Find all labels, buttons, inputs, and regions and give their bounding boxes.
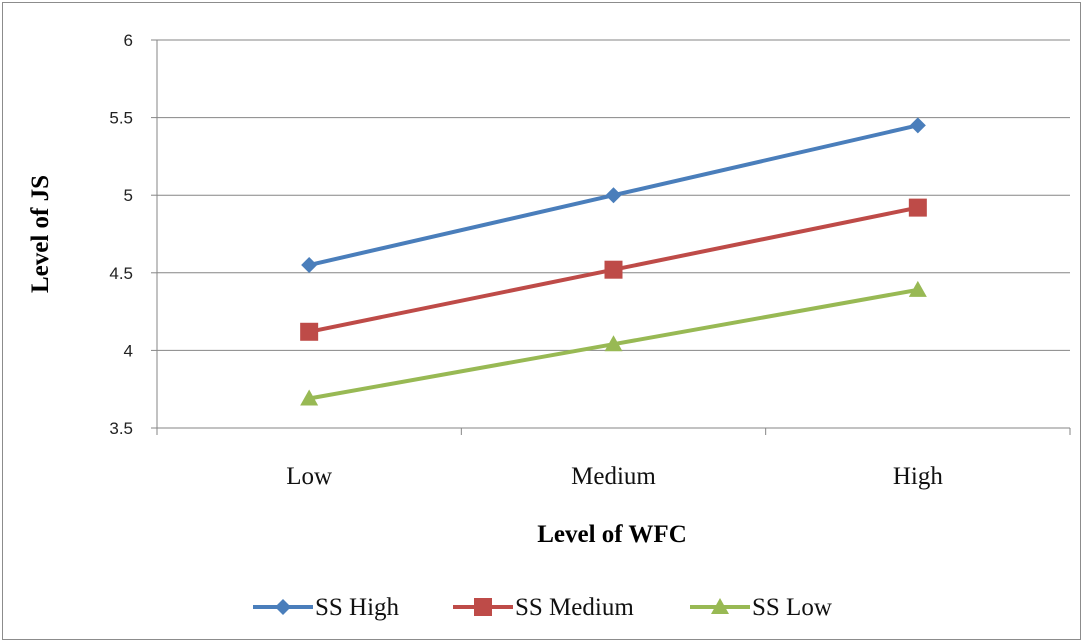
y-tick-label: 3.5 [109,419,133,438]
legend-label: SS High [315,594,400,621]
y-tick-label: 4 [124,341,133,360]
diamond-marker [275,599,291,615]
gridlines [151,39,1071,435]
x-tick-label: Medium [571,463,656,490]
triangle-marker [300,389,319,406]
y-tick-label: 5.5 [109,109,133,128]
legend-item: SS Medium [453,594,634,621]
y-tick-label: 6 [124,31,133,50]
square-marker [300,322,319,341]
square-marker [908,198,927,217]
axes [156,40,1070,429]
legend-item: SS Low [690,594,832,621]
series-group [300,117,927,406]
series-ss-medium [300,198,927,341]
x-tick-label: Low [286,463,332,490]
legend-label: SS Low [752,594,832,621]
diamond-marker [605,187,622,204]
legend: SS High SS Medium SS Low [253,594,832,621]
y-tick-labels: 3.5 4 4.5 5 5.5 6 [109,31,133,438]
triangle-marker [604,335,623,352]
x-tick-label: High [893,463,944,490]
diamond-marker [909,117,926,134]
diamond-marker [301,257,318,274]
series-ss-low [300,280,927,406]
series-ss-high [301,117,926,274]
x-tick-labels: Low Medium High [286,463,943,490]
legend-label: SS Medium [515,594,634,621]
legend-item: SS High [253,594,400,621]
y-tick-label: 4.5 [109,264,133,283]
y-axis-title: Level of JS [27,175,54,293]
triangle-marker [908,280,927,297]
square-marker [604,260,623,279]
triangle-marker [711,598,729,614]
y-tick-label: 5 [124,186,133,205]
square-marker [474,598,492,616]
x-axis-title: Level of WFC [537,521,687,548]
